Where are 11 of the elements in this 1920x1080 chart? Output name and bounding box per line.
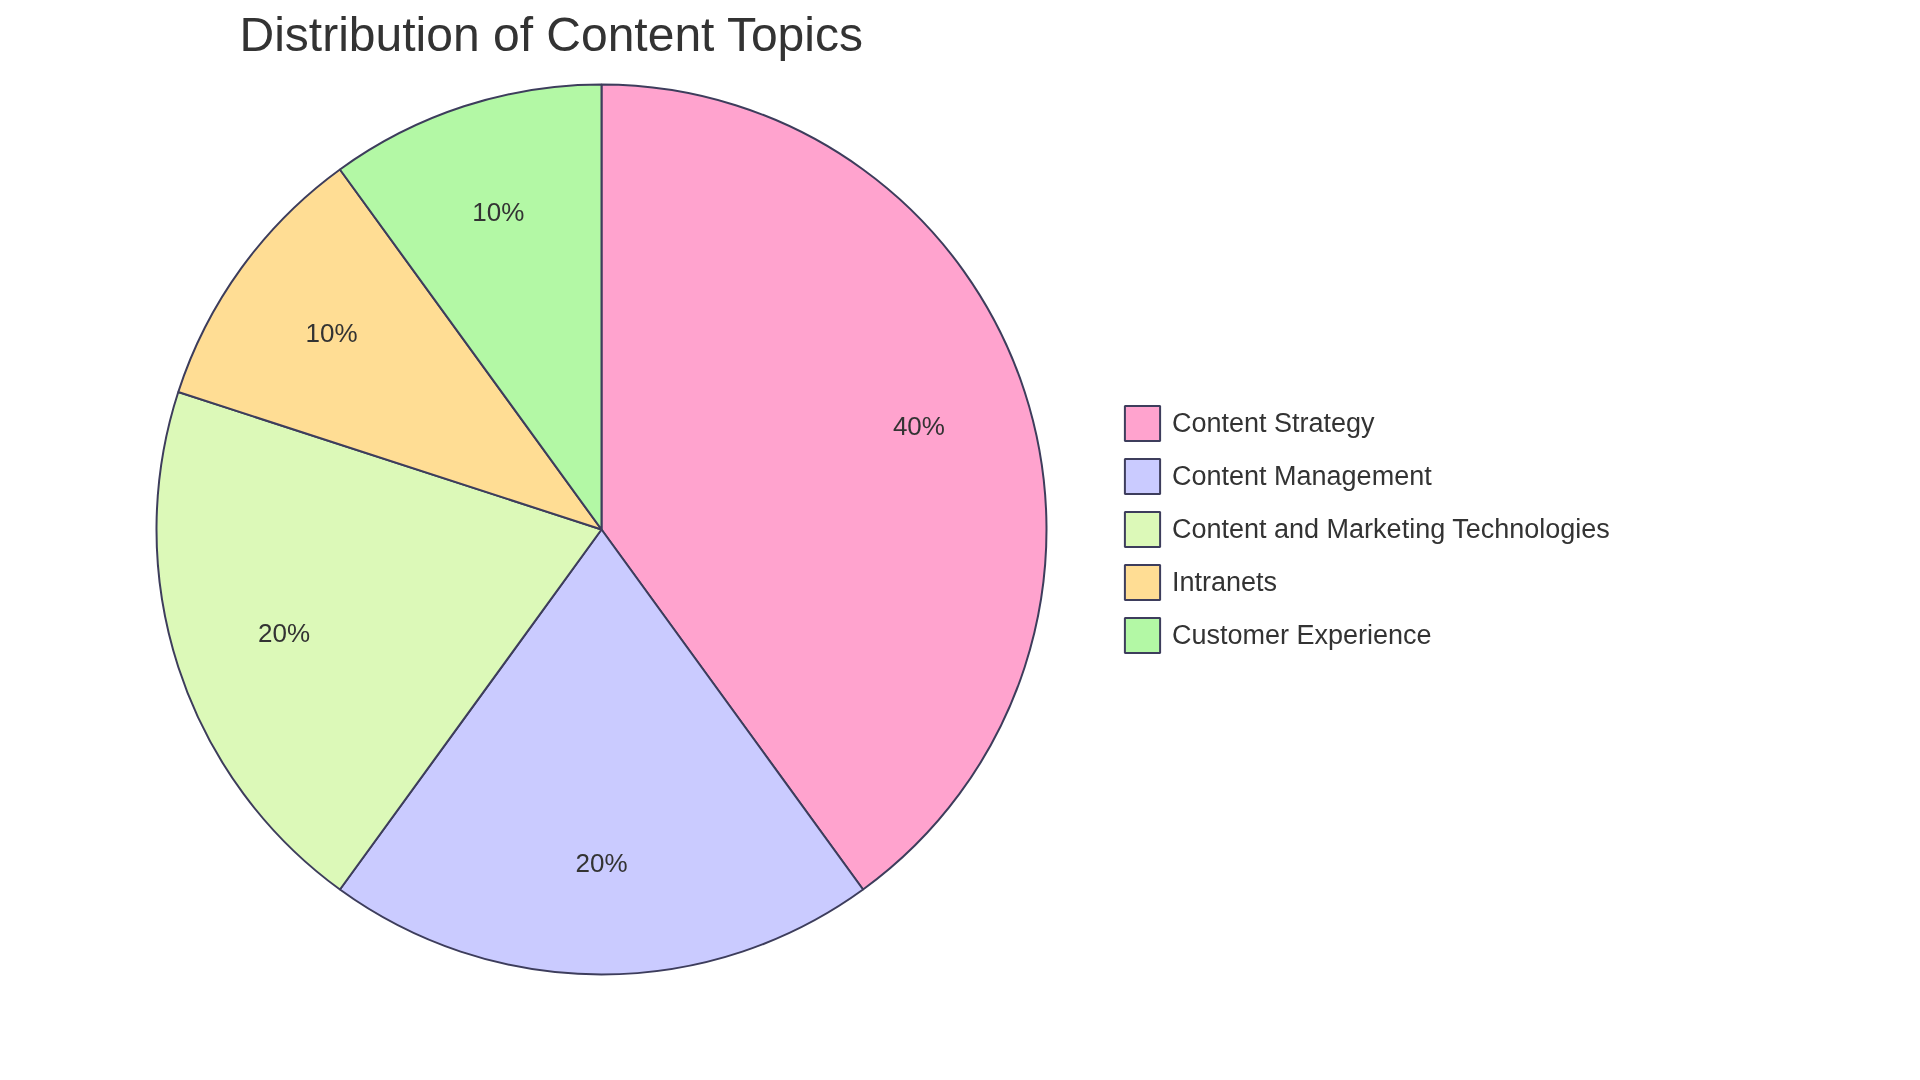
chart-title: Distribution of Content Topics bbox=[239, 7, 863, 61]
data-label: 40% bbox=[892, 411, 945, 442]
data-label: 20% bbox=[258, 617, 311, 648]
data-label: 10% bbox=[472, 197, 525, 228]
data-label: 20% bbox=[575, 848, 628, 879]
legend-label: Intranets bbox=[1172, 566, 1278, 598]
legend-label: Customer Experience bbox=[1172, 619, 1432, 651]
legend-label: Content Management bbox=[1172, 460, 1432, 492]
data-label: 10% bbox=[305, 318, 358, 349]
legend-label: Content and Marketing Technologies bbox=[1172, 513, 1610, 545]
legend-label: Content Strategy bbox=[1172, 407, 1375, 439]
